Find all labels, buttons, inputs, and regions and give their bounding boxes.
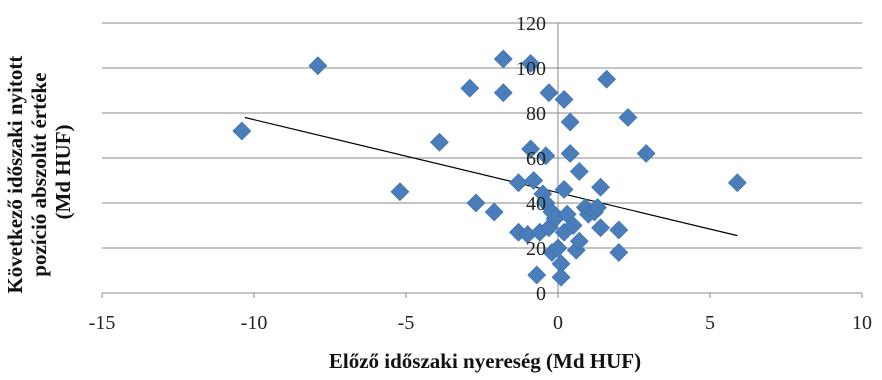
data-point <box>569 162 589 181</box>
y-tick-label: 0 <box>536 283 546 305</box>
data-point <box>232 121 252 141</box>
x-tick-label: -10 <box>241 312 268 334</box>
x-tick-label: 0 <box>553 312 563 334</box>
y-axis-title-line-3: (Md HUF) <box>51 124 75 219</box>
y-axis-title-line-2: pozíció abszolút értéke <box>27 73 51 277</box>
data-point <box>527 265 547 285</box>
data-point <box>597 69 617 89</box>
data-point <box>521 139 541 159</box>
y-axis-title: Következő időszaki nyitott pozíció abszo… <box>3 50 75 293</box>
data-point <box>591 218 610 238</box>
data-point <box>466 193 486 213</box>
y-tick-label: 60 <box>526 148 546 170</box>
trendline-group <box>244 116 738 237</box>
y-axis-title-line-1: Következő időszaki nyitott <box>3 56 27 294</box>
data-point <box>609 243 629 262</box>
x-tick-label: 5 <box>705 312 715 334</box>
data-point <box>551 267 571 287</box>
data-point <box>609 220 629 240</box>
data-point <box>521 54 541 73</box>
y-tick-label: 120 <box>516 13 546 35</box>
data-point <box>618 108 638 127</box>
y-tick-label: 20 <box>526 238 546 260</box>
trendline <box>244 116 738 237</box>
data-point <box>591 177 610 197</box>
data-point <box>560 112 580 132</box>
data-point <box>560 144 580 163</box>
data-point <box>727 173 747 193</box>
data-point <box>539 83 559 103</box>
data-point <box>524 171 544 190</box>
data-point <box>563 216 583 235</box>
data-point <box>493 49 513 69</box>
axes <box>101 23 863 298</box>
data-point <box>390 182 410 202</box>
data-point <box>493 83 513 103</box>
x-tick-label: -5 <box>398 312 415 334</box>
data-point <box>554 180 574 199</box>
data-point <box>554 90 574 109</box>
y-tick-label: 40 <box>526 193 546 215</box>
data-point <box>308 56 328 76</box>
y-tick-label: 100 <box>516 58 546 80</box>
data-point <box>509 173 528 193</box>
data-point <box>484 202 504 222</box>
gridlines <box>102 22 862 249</box>
data-point <box>536 146 556 166</box>
data-point <box>636 144 656 163</box>
x-tick-label: -15 <box>89 312 116 334</box>
data-point <box>460 78 480 98</box>
data-point <box>548 238 568 258</box>
data-point <box>569 231 589 251</box>
y-tick-label: 80 <box>526 103 546 125</box>
x-tick-label: 10 <box>852 312 872 334</box>
data-point <box>588 198 607 217</box>
data-point <box>430 132 449 152</box>
x-axis-title: Előző időszaki nyereség (Md HUF) <box>329 349 641 373</box>
data-points <box>232 49 747 287</box>
